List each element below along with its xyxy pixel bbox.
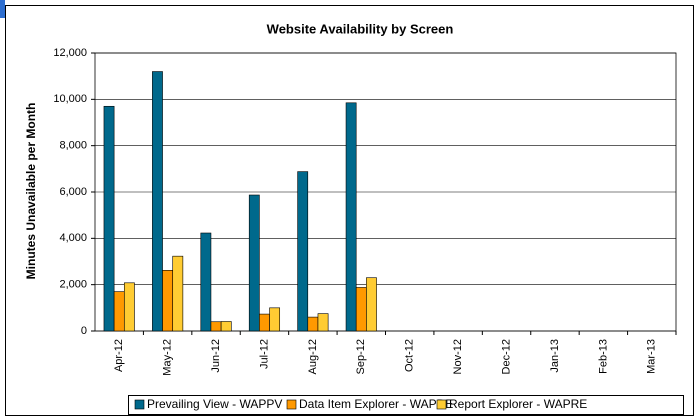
y-tick-label: 12,000	[53, 47, 87, 59]
chart-frame	[5, 5, 694, 416]
bar	[172, 255, 184, 332]
x-tick-label: Sep-12	[355, 339, 367, 374]
bar	[103, 105, 115, 332]
bar	[200, 232, 212, 332]
x-tick-label: Apr-12	[113, 339, 125, 372]
x-tick-label: Jan-13	[549, 339, 561, 373]
x-tick-label: Dec-12	[500, 339, 512, 374]
x-tick-label: Aug-12	[307, 339, 319, 374]
x-tick-label: Oct-12	[404, 339, 416, 372]
x-tick-label: Feb-13	[597, 339, 609, 374]
bar	[317, 313, 329, 332]
legend-box	[128, 395, 684, 415]
bar	[123, 282, 135, 332]
window-accent	[0, 0, 5, 18]
legend-swatch	[286, 399, 297, 410]
bar	[162, 270, 174, 332]
x-tick-label: May-12	[162, 339, 174, 376]
legend-label: Prevailing View - WAPPV	[147, 397, 282, 411]
bar	[355, 287, 367, 332]
bar	[210, 321, 222, 332]
legend-swatch	[436, 399, 447, 410]
x-tick-label: Nov-12	[452, 339, 464, 374]
bar	[269, 307, 281, 332]
bar	[220, 321, 232, 332]
bar	[248, 194, 260, 332]
x-tick-label: Mar-13	[646, 339, 658, 374]
x-tick-label: Jul-12	[258, 339, 270, 369]
y-tick-label: 0	[81, 325, 87, 337]
bar	[307, 316, 319, 332]
bar	[297, 171, 309, 332]
bar	[345, 102, 357, 332]
legend-swatch	[134, 399, 145, 410]
bar	[152, 71, 163, 332]
x-tick-label: Jun-12	[210, 339, 222, 373]
y-axis-title: Minutes Unavailable per Month	[24, 103, 38, 280]
y-tick-label: 6,000	[59, 186, 87, 198]
y-tick-label: 8,000	[59, 140, 87, 152]
bar	[259, 313, 270, 332]
bar	[366, 277, 377, 332]
y-tick-label: 2,000	[59, 279, 87, 291]
legend-label: Data Item Explorer - WAPDE	[299, 397, 453, 411]
legend-label: Report Explorer - WAPRE	[449, 397, 587, 411]
y-tick-label: 10,000	[53, 93, 87, 105]
chart-title: Website Availability by Screen	[267, 21, 454, 36]
bar	[113, 291, 125, 332]
y-tick-label: 4,000	[59, 232, 87, 244]
